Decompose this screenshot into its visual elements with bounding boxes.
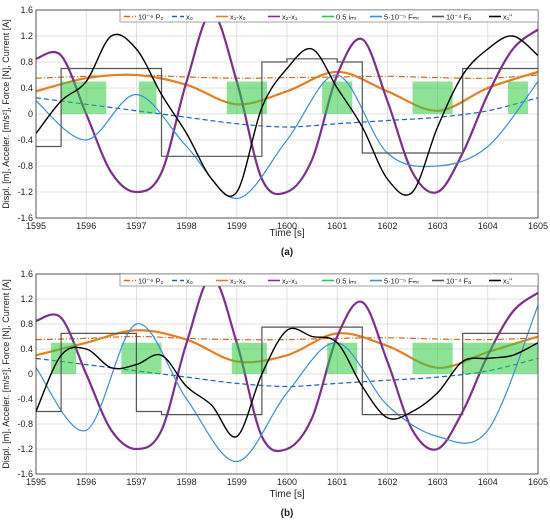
series-acc-line — [36, 33, 538, 198]
y-tick-label: 1.2 — [20, 294, 33, 304]
x-tick-label: 1599 — [227, 221, 247, 231]
legend-label-4: 0.5 iₘᵣ — [336, 277, 357, 286]
series-x0-line — [36, 97, 538, 128]
y-tick-label: 1.6 — [20, 5, 33, 15]
y-tick-label: 1.6 — [20, 269, 33, 279]
x-tick-label: 1601 — [327, 477, 347, 487]
x-tick-label: 1603 — [428, 221, 448, 231]
y-tick-label: -1.6 — [17, 213, 33, 223]
x-tick-label: 1597 — [126, 221, 146, 231]
legend-label-1: x₀ — [186, 277, 193, 286]
legend-label-1: x₀ — [186, 13, 193, 22]
y-tick-label: -1.2 — [17, 187, 33, 197]
panel-label: (b) — [281, 508, 294, 519]
x-tick-label: 1605 — [528, 221, 548, 231]
y-tick-label: 0.8 — [20, 57, 33, 67]
x-tick-label: 1602 — [377, 477, 397, 487]
series-imr-band-5 — [507, 81, 528, 114]
x-tick-label: 1598 — [177, 477, 197, 487]
series-x2x1-line — [36, 275, 538, 453]
x-tick-label: 1598 — [177, 221, 197, 231]
legend-label-2: x₁-x₀ — [230, 277, 246, 286]
legend-label-5: 5·10⁻⁵ Fₘᵣ — [384, 13, 419, 22]
panel-label: (a) — [281, 247, 293, 258]
y-tick-label: 0.4 — [20, 344, 33, 354]
chart-panel-1: 1595 1596 1597 1598 1599 1600 1601 1602 1603 1604… — [1, 5, 548, 258]
legend: 10⁻⁶ P₀ x₀ x₁-x₀ x₂-x₁ 0.5 iₘᵣ 5·10⁻⁵ Fₘᵣ 10⁻⁴… — [119, 273, 539, 287]
legend-label-3: x₂-x₁ — [282, 13, 298, 22]
series-fa-line — [36, 326, 538, 416]
legend-label-7: x₁'' — [503, 277, 513, 286]
x-tick-label: 1602 — [377, 221, 397, 231]
series-x0-line — [36, 357, 538, 388]
series-p0-line — [36, 335, 538, 341]
y-axis-label: Displ. [m], Acceler. [m/s²], Force [N], … — [1, 279, 11, 469]
x-tick-label: 1596 — [76, 477, 96, 487]
series-imr-band-4 — [412, 342, 453, 374]
series-imr-band-2 — [231, 342, 267, 374]
series-imr-band-0 — [61, 81, 107, 114]
series-imr-band-1 — [121, 342, 162, 374]
y-tick-label: -1.6 — [17, 469, 33, 479]
legend-label-3: x₂-x₁ — [282, 277, 298, 286]
legend-label-0: 10⁻⁶ P₀ — [138, 277, 164, 286]
x-axis-label: Time [s] — [269, 489, 304, 500]
x-tick-label: 1600 — [277, 221, 297, 231]
series-imr-band-4 — [412, 81, 453, 114]
legend-label-4: 0.5 iₘᵣ — [336, 13, 357, 22]
legend-label-2: x₁-x₀ — [230, 13, 246, 22]
y-tick-label: -0.4 — [17, 394, 33, 404]
plot-series — [36, 12, 538, 200]
x-tick-label: 1596 — [76, 221, 96, 231]
series-acc-line — [36, 327, 538, 438]
x-tick-label: 1603 — [428, 477, 448, 487]
legend-label-5: 5·10⁻⁵ Fₘᵣ — [384, 277, 419, 286]
y-tick-label: 1.2 — [20, 31, 33, 41]
series-imr-band-1 — [138, 81, 157, 114]
x-tick-label: 1597 — [126, 477, 146, 487]
y-tick-label: -1.2 — [17, 444, 33, 454]
chart-panel-2: 1595 1596 1597 1598 1599 1600 1601 1602 1603 1604… — [1, 269, 548, 519]
legend-label-6: 10⁻⁴ Fₐ — [446, 277, 471, 286]
plot-series — [36, 275, 538, 463]
x-tick-label: 1604 — [478, 221, 498, 231]
series-fmr-line — [36, 74, 538, 200]
x-tick-label: 1601 — [327, 221, 347, 231]
x-tick-label: 1600 — [277, 477, 297, 487]
series-fa-line — [36, 58, 538, 157]
x-tick-label: 1605 — [528, 477, 548, 487]
y-axis-label: Displ. [m], Acceler. [m/s²], Force [N], … — [1, 19, 11, 209]
x-tick-label: 1595 — [26, 477, 46, 487]
y-tick-label: -0.8 — [17, 161, 33, 171]
x-tick-label: 1595 — [26, 221, 46, 231]
y-tick-label: 0.8 — [20, 319, 33, 329]
y-tick-label: -0.8 — [17, 419, 33, 429]
legend-label-7: x₁'' — [503, 13, 513, 22]
series-imr-band-2 — [226, 81, 267, 114]
y-tick-label: 0 — [28, 369, 33, 379]
y-tick-label: 0 — [28, 109, 33, 119]
legend-label-6: 10⁻⁴ Fₐ — [446, 13, 471, 22]
x-axis-label: Time [s] — [269, 228, 304, 239]
series-fmr-line — [36, 305, 538, 463]
x-tick-label: 1604 — [478, 477, 498, 487]
legend-label-0: 10⁻⁶ P₀ — [138, 13, 164, 22]
y-tick-label: 0.4 — [20, 83, 33, 93]
x-tick-label: 1599 — [227, 477, 247, 487]
series-x2x1-line — [36, 12, 538, 196]
series-imr-band-3 — [322, 81, 353, 114]
y-tick-label: -0.4 — [17, 135, 33, 145]
legend: 10⁻⁶ P₀ x₀ x₁-x₀ x₂-x₁ 0.5 iₘᵣ 5·10⁻⁵ Fₘᵣ 10⁻⁴… — [119, 9, 539, 23]
